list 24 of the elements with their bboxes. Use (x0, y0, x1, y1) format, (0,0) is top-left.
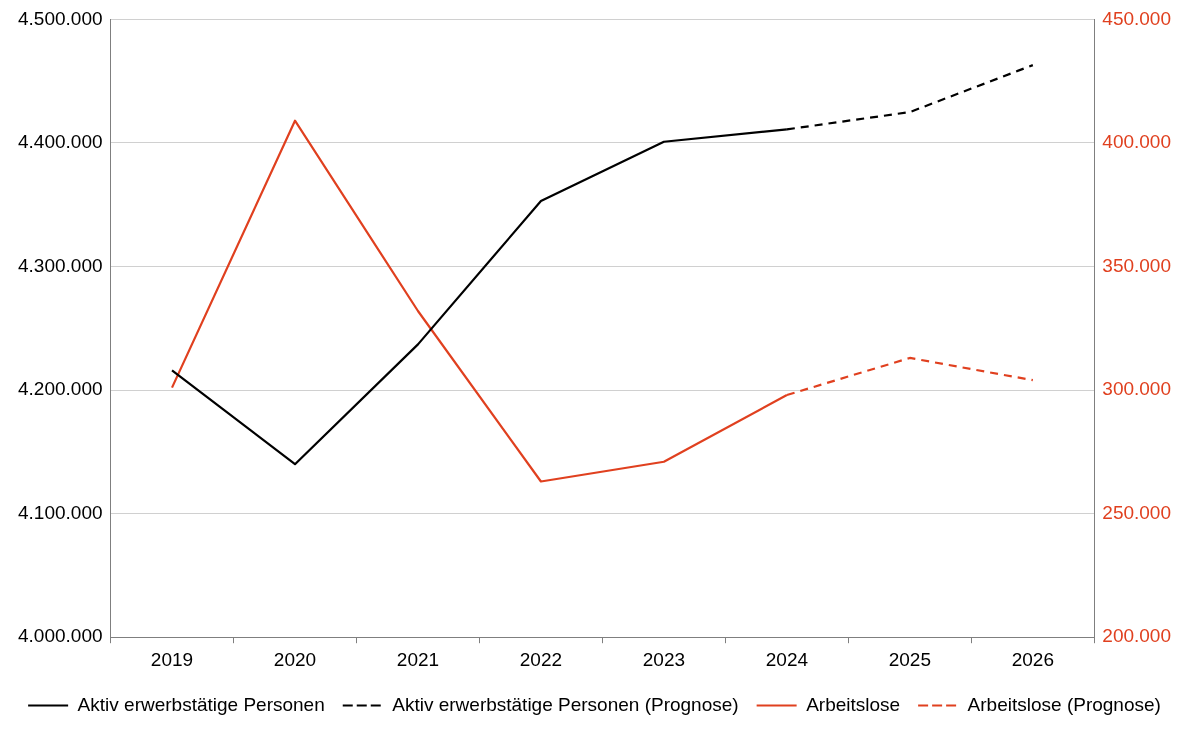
legend-label: Arbeitslose (806, 693, 901, 715)
y2-tick-label: 450.000 (1102, 7, 1172, 29)
x-tick-label: 2025 (888, 648, 931, 670)
legend-label: Aktiv erwerbstätige Personen (Prognose) (392, 693, 739, 715)
x-tick-label: 2022 (519, 648, 563, 670)
y-tick-label: 4.200.000 (17, 378, 103, 400)
legend-label: Aktiv erwerbstätige Personen (77, 693, 325, 715)
y-tick-label: 4.000.000 (17, 625, 103, 647)
y-tick-label: 4.400.000 (17, 131, 103, 153)
x-tick-label: 2026 (1011, 648, 1054, 670)
y-tick-label: 4.300.000 (17, 254, 103, 276)
x-tick-label: 2021 (396, 648, 440, 670)
y2-tick-label: 350.000 (1102, 254, 1172, 276)
legend-label: Arbeitslose (Prognose) (967, 693, 1161, 715)
x-tick-label: 2020 (273, 648, 317, 670)
y2-tick-label: 300.000 (1102, 378, 1172, 400)
y-tick-label: 4.500.000 (17, 7, 103, 29)
y2-tick-label: 400.000 (1102, 131, 1172, 153)
y2-tick-label: 200.000 (1102, 625, 1172, 647)
x-tick-label: 2019 (150, 648, 194, 670)
y-tick-label: 4.100.000 (17, 501, 103, 523)
x-tick-label: 2024 (765, 648, 809, 670)
y2-tick-label: 250.000 (1102, 501, 1172, 523)
x-tick-label: 2023 (642, 648, 686, 670)
